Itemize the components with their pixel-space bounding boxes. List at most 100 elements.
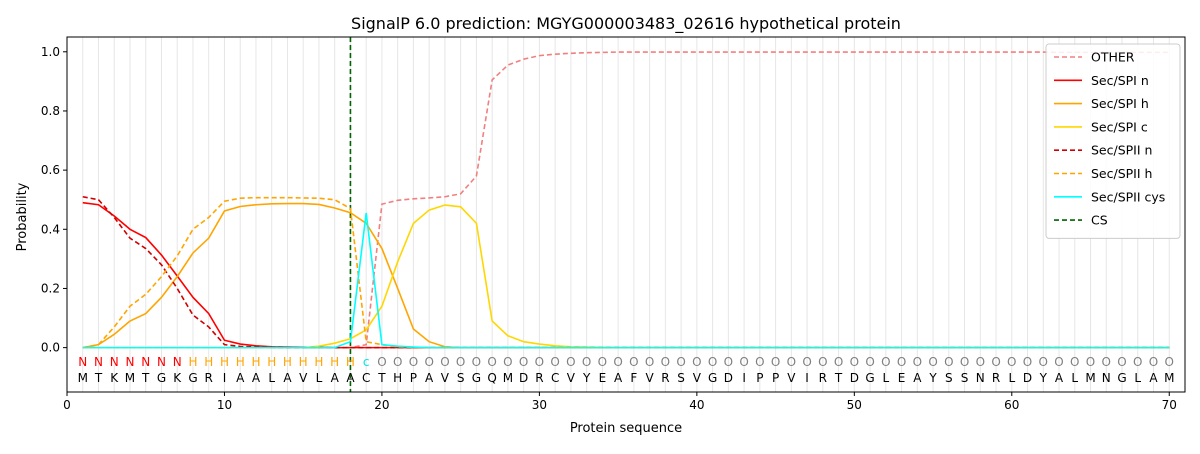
- region-label: O: [802, 355, 811, 369]
- legend: OTHER Sec/SPI n Sec/SPI h Sec/SPI c Sec/SPII…: [1045, 43, 1181, 239]
- x-tick-label: 60: [1004, 398, 1019, 412]
- region-label: O: [519, 355, 528, 369]
- residue-label: T: [834, 371, 843, 385]
- region-label: O: [1007, 355, 1016, 369]
- residue-label: A: [1149, 371, 1158, 385]
- region-label: O: [771, 355, 780, 369]
- sequence-labels: NMNTNKNMNTNGNKHGHRHIHAHAHLHAHVHLHAHAcCOT…: [78, 355, 1175, 385]
- legend-label: Sec/SPII n: [1091, 143, 1152, 158]
- region-label: H: [220, 355, 229, 369]
- residue-label: I: [223, 371, 227, 385]
- legend-label: Sec/SPI h: [1091, 96, 1149, 111]
- residue-label: M: [78, 371, 88, 385]
- residue-label: D: [724, 371, 733, 385]
- legend-label: Sec/SPI c: [1091, 119, 1148, 134]
- residue-label: A: [252, 371, 261, 385]
- region-label: O: [456, 355, 465, 369]
- region-label: O: [1039, 355, 1048, 369]
- region-label: O: [787, 355, 796, 369]
- residue-label: G: [188, 371, 197, 385]
- region-label: O: [550, 355, 559, 369]
- region-label: O: [1070, 355, 1079, 369]
- residue-label: P: [410, 371, 417, 385]
- region-label: H: [267, 355, 276, 369]
- residue-label: R: [661, 371, 669, 385]
- region-label: H: [346, 355, 355, 369]
- residue-label: D: [1023, 371, 1032, 385]
- region-label: O: [1149, 355, 1158, 369]
- x-tick-label: 20: [374, 398, 389, 412]
- residue-label: R: [205, 371, 213, 385]
- region-label: O: [424, 355, 433, 369]
- residue-label: G: [1117, 371, 1126, 385]
- x-tick-label: 0: [63, 398, 71, 412]
- y-tick-label: 1.0: [41, 45, 60, 59]
- plot-frame: [66, 36, 1186, 393]
- region-label: N: [78, 355, 87, 369]
- region-label: O: [865, 355, 874, 369]
- region-label: O: [535, 355, 544, 369]
- region-label: H: [330, 355, 339, 369]
- residue-label: Y: [928, 371, 937, 385]
- residue-label: L: [268, 371, 275, 385]
- region-label: O: [409, 355, 418, 369]
- region-label: O: [960, 355, 969, 369]
- residue-label: R: [535, 371, 543, 385]
- residue-label: Q: [487, 371, 496, 385]
- residue-label: A: [1055, 371, 1064, 385]
- residue-label: A: [236, 371, 245, 385]
- region-label: O: [976, 355, 985, 369]
- region-label: O: [1133, 355, 1142, 369]
- region-label: N: [94, 355, 103, 369]
- x-tick-label: 70: [1162, 398, 1177, 412]
- residue-label: C: [551, 371, 559, 385]
- region-label: O: [739, 355, 748, 369]
- x-tick-label: 40: [689, 398, 704, 412]
- residue-label: A: [614, 371, 623, 385]
- residue-label: K: [110, 371, 119, 385]
- residue-label: G: [157, 371, 166, 385]
- region-label: N: [110, 355, 119, 369]
- residue-label: R: [992, 371, 1000, 385]
- residue-label: A: [425, 371, 434, 385]
- residue-label: C: [362, 371, 370, 385]
- region-label: O: [1086, 355, 1095, 369]
- region-label: H: [283, 355, 292, 369]
- residue-label: L: [882, 371, 889, 385]
- legend-label: OTHER: [1091, 50, 1135, 65]
- residue-label: G: [472, 371, 481, 385]
- region-label: N: [173, 355, 182, 369]
- residue-label: M: [503, 371, 513, 385]
- residue-label: V: [693, 371, 702, 385]
- region-label: O: [834, 355, 843, 369]
- y-tick-label: 0.4: [41, 222, 60, 236]
- region-label: H: [314, 355, 323, 369]
- legend-label: Sec/SPII h: [1091, 166, 1152, 181]
- region-label: O: [881, 355, 890, 369]
- region-label: O: [393, 355, 402, 369]
- region-label: H: [236, 355, 245, 369]
- axes: 0 10 20 30 40 50 60 70 0.0 0.2 0.4 0.6 0.8 1.0: [41, 36, 1186, 412]
- region-label: O: [613, 355, 622, 369]
- residue-label: P: [772, 371, 779, 385]
- region-label: O: [1117, 355, 1126, 369]
- residue-label: K: [173, 371, 182, 385]
- residue-label: M: [125, 371, 135, 385]
- y-axis-label: Probability: [15, 182, 30, 251]
- residue-label: V: [567, 371, 576, 385]
- legend-label: CS: [1091, 213, 1108, 228]
- residue-label: G: [708, 371, 717, 385]
- region-label: O: [708, 355, 717, 369]
- series-lines: [82, 37, 1170, 392]
- region-label: O: [755, 355, 764, 369]
- residue-label: S: [677, 371, 685, 385]
- region-label: O: [503, 355, 512, 369]
- y-tick-label: 0.8: [41, 104, 60, 118]
- residue-label: V: [441, 371, 450, 385]
- region-label: H: [188, 355, 197, 369]
- series-line-sec-spii-cys: [82, 212, 1170, 349]
- residue-label: M: [1085, 371, 1095, 385]
- residue-label: T: [94, 371, 103, 385]
- region-label: O: [897, 355, 906, 369]
- residue-label: T: [141, 371, 150, 385]
